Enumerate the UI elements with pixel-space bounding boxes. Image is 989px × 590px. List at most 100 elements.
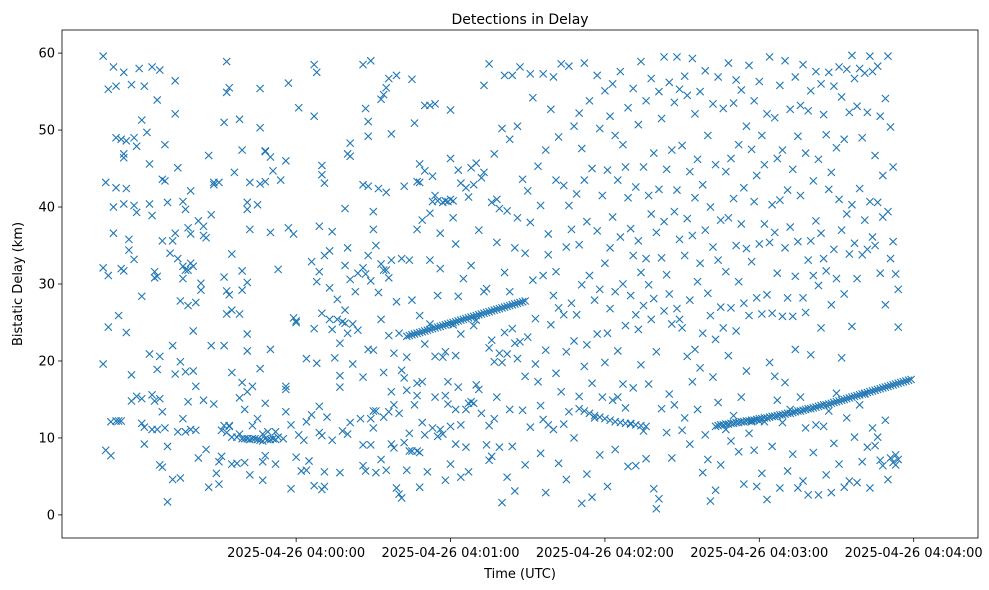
- detection-point: [402, 466, 411, 475]
- detection-point: [207, 210, 216, 219]
- detection-point: [127, 370, 136, 379]
- detection-point: [654, 494, 663, 503]
- detection-point: [516, 298, 524, 307]
- detection-point: [387, 387, 396, 396]
- detection-point: [109, 62, 118, 71]
- detection-point: [490, 306, 499, 315]
- detection-point: [559, 310, 568, 319]
- detection-point: [557, 59, 566, 68]
- detection-point: [428, 324, 437, 333]
- detection-point: [227, 368, 236, 377]
- detection-point: [425, 101, 434, 110]
- detection-point: [600, 358, 609, 367]
- detection-point: [477, 409, 486, 418]
- detection-point: [461, 183, 470, 192]
- detection-point: [153, 96, 162, 105]
- detection-point: [603, 482, 612, 491]
- detection-point: [755, 77, 764, 86]
- detection-point: [804, 256, 813, 265]
- detection-point: [554, 459, 563, 468]
- detection-point: [572, 310, 581, 319]
- detection-point: [158, 236, 167, 245]
- detection-point: [402, 332, 411, 341]
- detection-point: [817, 323, 826, 332]
- detection-point: [564, 407, 573, 416]
- detection-point: [732, 241, 741, 250]
- detection-point: [894, 455, 903, 464]
- detection-point: [176, 473, 185, 482]
- y-axis-ticks: 0 10 20 30 40 50 60: [38, 47, 62, 523]
- detection-point: [708, 243, 717, 252]
- detection-point: [783, 186, 792, 195]
- detection-point: [387, 440, 396, 449]
- detection-point: [564, 201, 573, 210]
- detection-point: [809, 403, 818, 412]
- detection-point: [649, 484, 658, 493]
- detection-point: [130, 133, 139, 142]
- detection-point: [523, 186, 532, 195]
- detection-point: [840, 395, 849, 404]
- detection-point: [575, 240, 584, 249]
- detection-point: [487, 452, 496, 461]
- detection-point: [711, 422, 720, 431]
- detection-point: [148, 390, 157, 399]
- detection-point: [454, 383, 463, 392]
- detection-point: [343, 430, 352, 439]
- detection-point: [868, 423, 877, 432]
- detection-point: [505, 301, 514, 310]
- detection-point: [729, 99, 738, 108]
- detection-point: [791, 345, 800, 354]
- detection-point: [441, 391, 450, 400]
- detection-point: [793, 132, 802, 141]
- detection-point: [377, 95, 386, 104]
- detection-point: [346, 152, 355, 161]
- detection-point: [873, 198, 882, 207]
- detection-point: [315, 222, 324, 231]
- detection-point: [451, 351, 460, 360]
- detection-point: [814, 402, 823, 411]
- detection-point: [631, 310, 640, 319]
- detection-point: [441, 196, 450, 205]
- detection-point: [865, 483, 874, 492]
- detection-point: [580, 176, 589, 185]
- detection-point: [639, 301, 648, 310]
- detection-point: [238, 266, 247, 275]
- detection-point: [531, 314, 540, 323]
- detection-point: [302, 354, 311, 363]
- detection-point: [662, 428, 671, 437]
- detection-point: [835, 62, 844, 71]
- detection-point: [137, 394, 146, 403]
- detection-point: [487, 198, 496, 207]
- detection-point: [727, 154, 735, 163]
- detection-point: [536, 449, 545, 458]
- detection-point: [631, 183, 640, 192]
- detection-point: [186, 186, 195, 195]
- detection-point: [446, 460, 455, 469]
- detection-point: [274, 265, 283, 274]
- detection-point: [474, 226, 483, 235]
- detection-point: [837, 396, 846, 405]
- detection-point: [474, 385, 483, 394]
- detection-point: [400, 373, 409, 382]
- detection-point: [359, 60, 368, 69]
- detection-point: [132, 392, 141, 401]
- detection-point: [181, 266, 190, 275]
- detection-point: [433, 323, 442, 332]
- detection-point: [248, 421, 257, 430]
- detection-point: [400, 182, 409, 191]
- detection-point: [575, 109, 584, 118]
- detection-point: [850, 392, 859, 401]
- y-tick-label: 0: [47, 508, 55, 523]
- detection-point: [225, 83, 234, 92]
- detection-point: [904, 376, 913, 385]
- detection-point: [361, 104, 370, 113]
- detection-point: [181, 205, 190, 214]
- detection-point: [377, 259, 386, 268]
- detection-point: [791, 72, 800, 81]
- detection-point: [526, 423, 535, 432]
- detection-point: [672, 304, 681, 313]
- detection-point: [876, 112, 885, 121]
- detection-point: [140, 423, 149, 432]
- detection-point: [835, 460, 844, 469]
- detection-point: [346, 418, 355, 427]
